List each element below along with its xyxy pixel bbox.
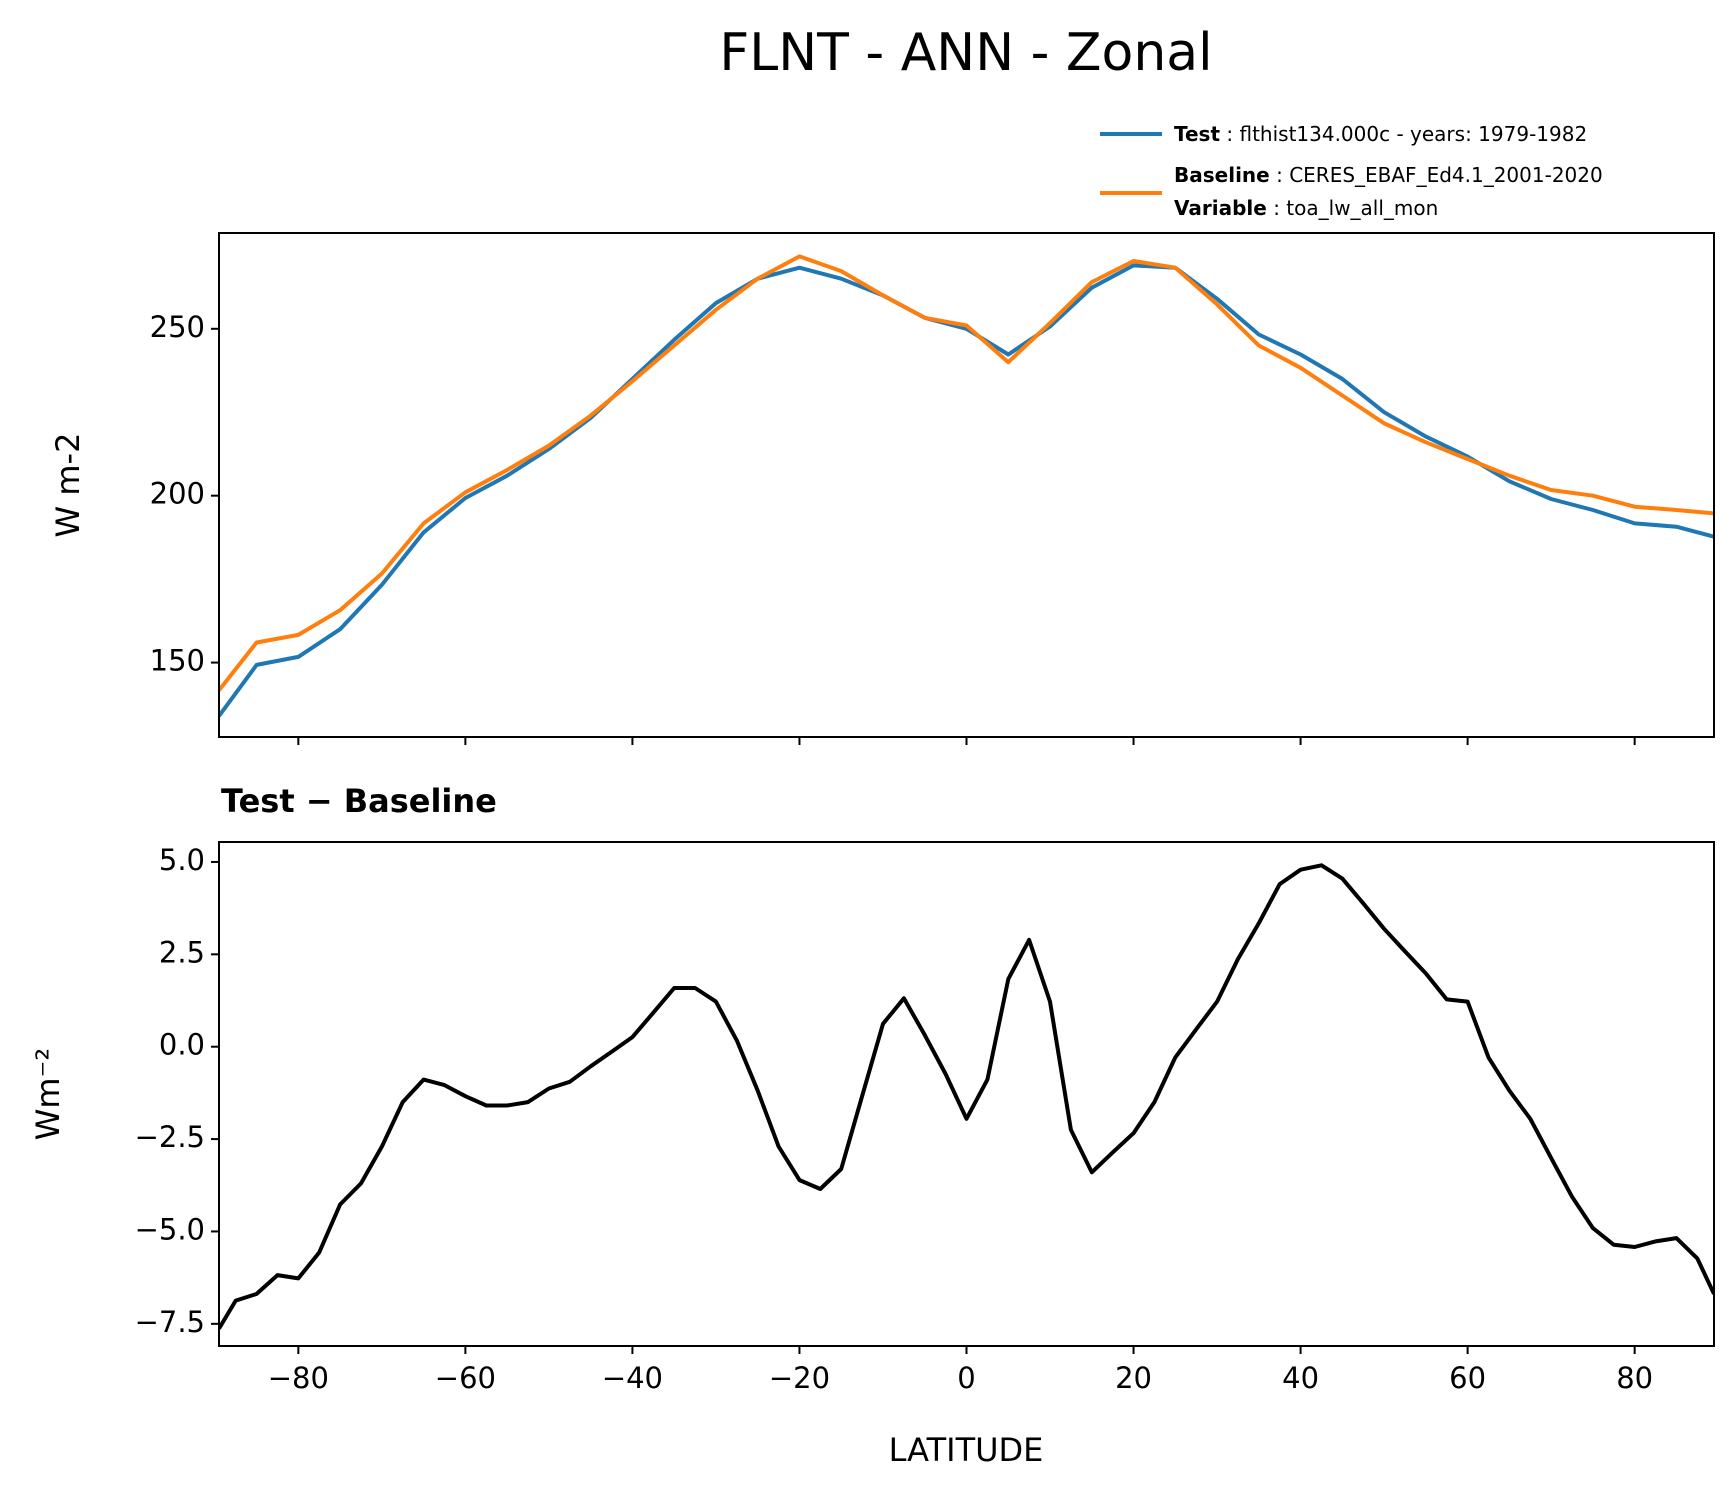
y-axis-label: W m-2 — [49, 433, 87, 538]
legend-entry: Test : flthist134.000c - years: 1979-198… — [1174, 122, 1587, 146]
x-tick-label: −40 — [602, 1361, 663, 1395]
x-tick-label: 0 — [957, 1361, 975, 1395]
data-line — [219, 254, 1714, 692]
legend-detail: : CERES_EBAF_Ed4.1_2001-2020 — [1276, 163, 1603, 187]
legend-detail: : flthist134.000c - years: 1979-1982 — [1226, 122, 1587, 146]
legend-label: Baseline — [1174, 163, 1270, 187]
legend-label: Test — [1174, 122, 1220, 146]
x-tick-label: −20 — [769, 1361, 830, 1395]
y-axis-label: Wm⁻² — [29, 1048, 67, 1141]
axes-frame — [218, 841, 1715, 1347]
x-tick-label: 80 — [1616, 1361, 1653, 1395]
chart-title: FLNT - ANN - Zonal — [719, 23, 1212, 83]
y-tick-label: −5.0 — [135, 1212, 205, 1246]
x-axis-label: LATITUDE — [889, 1431, 1044, 1469]
y-tick-label: 200 — [150, 477, 205, 511]
y-tick-label: 250 — [150, 310, 205, 344]
y-tick-label: 5.0 — [159, 843, 205, 877]
legend-detail: : toa_lw_all_mon — [1273, 196, 1438, 220]
x-tick-label: 40 — [1282, 1361, 1319, 1395]
legend-label: Variable — [1174, 196, 1267, 220]
x-tick-label: −60 — [435, 1361, 496, 1395]
data-line — [219, 263, 1714, 718]
legend-entry: Baseline : CERES_EBAF_Ed4.1_2001-2020 — [1174, 163, 1603, 187]
y-tick-label: 150 — [150, 644, 205, 678]
subplot-title: Test − Baseline — [221, 782, 497, 820]
y-tick-label: 2.5 — [159, 935, 205, 969]
y-tick-label: −7.5 — [135, 1305, 205, 1339]
y-tick-label: −2.5 — [135, 1120, 205, 1154]
x-tick-label: 60 — [1449, 1361, 1486, 1395]
axes-frame — [218, 232, 1715, 738]
legend: Test : flthist134.000c - years: 1979-198… — [1100, 122, 1603, 220]
legend-note: Variable : toa_lw_all_mon — [1174, 196, 1438, 220]
y-tick-label: 0.0 — [159, 1028, 205, 1062]
x-tick-label: 20 — [1115, 1361, 1152, 1395]
data-line — [219, 863, 1714, 1330]
x-tick-label: −80 — [268, 1361, 329, 1395]
